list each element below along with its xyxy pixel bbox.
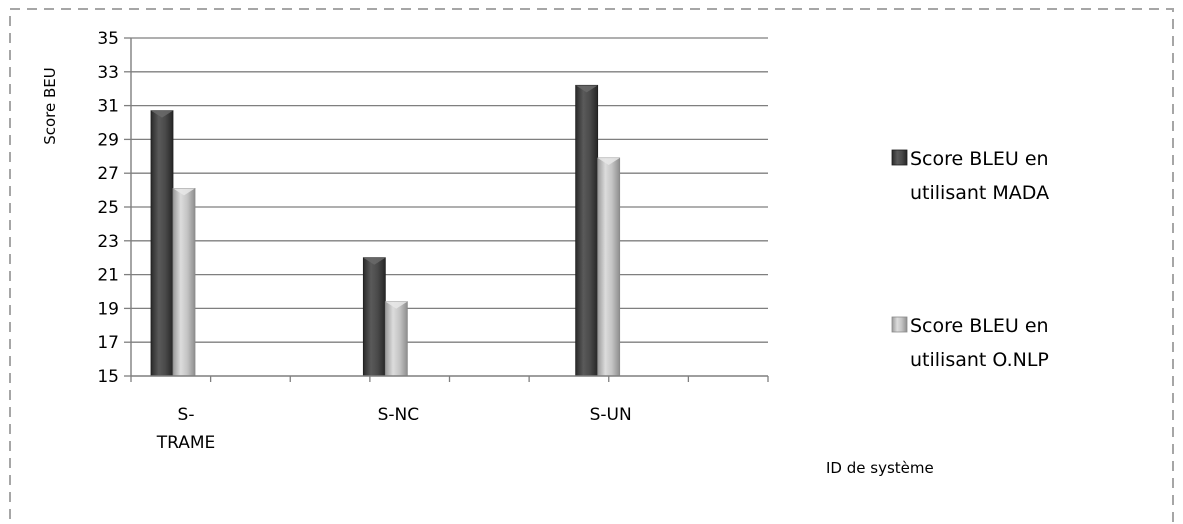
x-category-label: S-NC <box>378 405 420 425</box>
x-category-label: TRAME <box>156 433 216 453</box>
bar-cap <box>151 110 173 118</box>
legend-label: Score BLEU en <box>910 148 1049 170</box>
bar-s-un-series-1 <box>575 84 599 377</box>
bar-cap <box>363 257 386 265</box>
y-tick-label: 25 <box>97 198 119 218</box>
y-tick-label: 31 <box>97 97 119 117</box>
bar-cap <box>173 188 195 196</box>
bar-cap <box>575 85 598 93</box>
x-category-label: S-UN <box>590 405 632 425</box>
x-axis-title: ID de système <box>826 459 934 477</box>
bar-s-trame-series-1 <box>150 110 174 377</box>
bar-cap <box>385 301 408 309</box>
axes <box>124 37 769 382</box>
legend-label: Score BLEU en <box>910 315 1049 337</box>
bars <box>150 84 621 377</box>
y-axis-title: Score BEU <box>41 67 59 145</box>
bar-s-un-series-2 <box>597 157 621 377</box>
bar-cap <box>597 157 620 165</box>
legend-swatch <box>891 149 908 166</box>
y-tick-label: 29 <box>97 130 119 150</box>
bar-s-nc-series-1 <box>362 257 386 377</box>
y-tick-label: 15 <box>97 367 119 387</box>
x-category-label: S- <box>178 405 195 425</box>
legend: Score BLEU en utilisant MADA Score BLEU en… <box>891 148 1049 371</box>
legend-label: utilisant O.NLP <box>910 349 1049 371</box>
chart-frame <box>9 8 1174 524</box>
y-tick-label: 19 <box>97 299 119 319</box>
legend-label: utilisant MADA <box>910 182 1049 204</box>
y-tick-label: 23 <box>97 232 119 252</box>
bar-s-trame-series-2 <box>172 188 196 377</box>
y-tick-label: 33 <box>97 63 119 83</box>
y-tick-label: 17 <box>97 333 119 353</box>
gridlines <box>131 37 768 343</box>
y-tick-label: 27 <box>97 164 119 184</box>
y-tick-label: 35 <box>97 29 119 49</box>
legend-swatch <box>891 316 908 333</box>
y-tick-label: 21 <box>97 266 119 286</box>
category-labels: S- TRAME S-NC S-UN <box>156 405 632 453</box>
bar-s-nc-series-2 <box>384 301 408 377</box>
y-tick-labels: 15 17 19 21 23 25 27 29 31 33 35 <box>97 29 119 387</box>
